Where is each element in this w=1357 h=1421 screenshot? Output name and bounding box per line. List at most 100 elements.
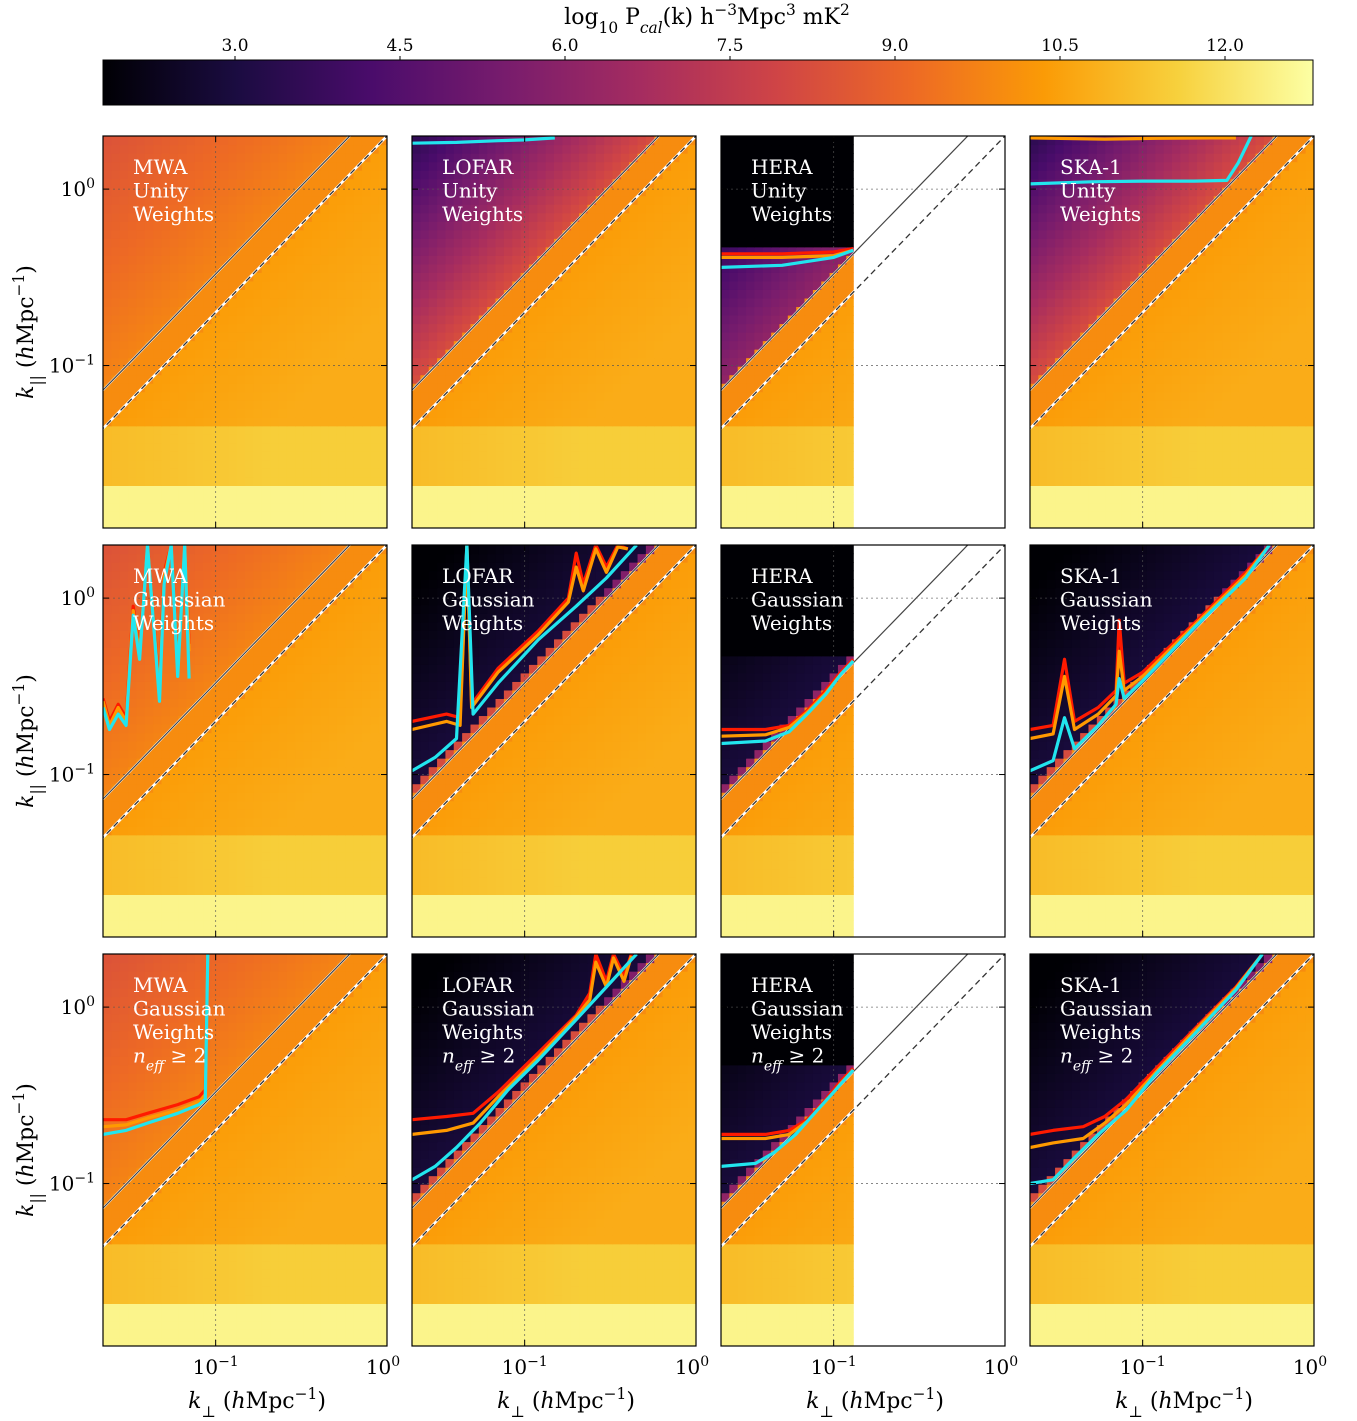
beam-line xyxy=(1030,954,1314,1248)
panel-frame xyxy=(102,544,388,938)
x-tick-label: 10−1 xyxy=(811,1354,857,1379)
panel-frame xyxy=(411,544,697,938)
sensitivity-line-orange xyxy=(412,545,629,732)
beam-line xyxy=(721,545,1005,839)
sensitivity-line-cyan xyxy=(103,545,191,732)
beam-line xyxy=(1030,136,1314,430)
x-axis-label: k⊥ (hMpc−1) xyxy=(1115,1385,1253,1421)
colorbar: 3.0 4.5 6.0 7.5 9.0 10.5 12.0 log10 Pcal(k) h−3… xyxy=(102,1,1314,106)
panel-label-line: Gaussian xyxy=(133,997,226,1021)
panel-label-line: SKA-1 xyxy=(1060,564,1122,588)
panel-frame xyxy=(411,953,697,1347)
x-tick-label: 100 xyxy=(984,1354,1018,1379)
panel-frame xyxy=(102,135,388,529)
y-axis-label: k|| (hMpc−1) xyxy=(10,1083,46,1217)
panel-label-line: Unity xyxy=(442,179,498,203)
panel-grid: MWAUnityWeightsLOFARUnityWeightsHERAUnit… xyxy=(102,135,1315,1347)
x-tick-label: 10−1 xyxy=(502,1354,548,1379)
sensitivity-line-cyan xyxy=(1030,954,1264,1186)
panel-heatmap xyxy=(412,136,696,528)
panel-label-neff: neff ≥ 2 xyxy=(1060,1044,1133,1075)
panel-label-line: Weights xyxy=(133,611,214,635)
colorbar-tick-label: 10.5 xyxy=(1041,36,1079,56)
colorbar-tick-label: 4.5 xyxy=(386,36,413,56)
panel-label-line: Gaussian xyxy=(442,997,535,1021)
beam-line xyxy=(103,136,387,430)
colorbar-tick-label: 7.5 xyxy=(716,36,743,56)
panel-label-line: Weights xyxy=(1060,1020,1141,1044)
x-axis-label: k⊥ (hMpc−1) xyxy=(806,1385,944,1421)
x-axis-label: k⊥ (hMpc−1) xyxy=(188,1385,326,1421)
sensitivity-line-red xyxy=(721,247,854,256)
panel-label-line: SKA-1 xyxy=(1060,155,1122,179)
beam-line xyxy=(1030,545,1314,839)
panel-label-line: Gaussian xyxy=(1060,997,1153,1021)
panel-frame xyxy=(411,135,697,529)
beam-line xyxy=(412,136,696,430)
sensitivity-line-red xyxy=(412,954,633,1122)
panel-label-line: SKA-1 xyxy=(1060,973,1122,997)
panel-heatmap xyxy=(721,545,1005,937)
y-tick-label: 100 xyxy=(61,585,95,610)
sensitivity-line-cyan xyxy=(103,954,210,1136)
x-axis-label: k⊥ (hMpc−1) xyxy=(497,1385,635,1421)
panel-label-line: Gaussian xyxy=(751,997,844,1021)
panel-label-line: Gaussian xyxy=(133,588,226,612)
panel-frame xyxy=(720,953,1006,1347)
horizon-line xyxy=(1030,136,1278,391)
panel-label-line: Weights xyxy=(442,1020,523,1044)
x-tick-label: 10−1 xyxy=(1120,1354,1166,1379)
sensitivity-line-orange xyxy=(412,955,633,1136)
panel-label-line: MWA xyxy=(133,155,188,179)
horizon-line xyxy=(721,545,969,800)
y-axis-label: k|| (hMpc−1) xyxy=(10,265,46,399)
y-tick-label: 100 xyxy=(61,176,95,201)
y-tick-label: 10−1 xyxy=(49,353,95,378)
panel-label-line: Gaussian xyxy=(1060,588,1153,612)
panel-label-line: HERA xyxy=(751,155,813,179)
horizon-line xyxy=(103,545,351,800)
colorbar-tick-label: 3.0 xyxy=(221,36,248,56)
panel-label-neff: neff ≥ 2 xyxy=(751,1044,824,1075)
sensitivity-line-cyan xyxy=(1030,136,1253,186)
panel-label-line: Weights xyxy=(1060,611,1141,635)
horizon-line xyxy=(721,954,969,1209)
panel-heatmap xyxy=(721,954,1005,1346)
sensitivity-line-cyan xyxy=(721,659,855,746)
colorbar-title: log10 Pcal(k) h−3Mpc3 mK2 xyxy=(564,1,850,37)
panel-heatmap xyxy=(103,136,387,528)
panel-label-line: Weights xyxy=(751,1020,832,1044)
sensitivity-line-cyan xyxy=(1030,545,1271,773)
panel-label-line: HERA xyxy=(751,564,813,588)
sensitivity-line-cyan xyxy=(412,136,555,145)
panel-label-line: Weights xyxy=(1060,202,1141,226)
panel-heatmap xyxy=(412,954,696,1346)
panel-heatmap xyxy=(1030,136,1314,528)
panel-heatmap xyxy=(103,545,387,937)
panel-frame xyxy=(102,953,388,1347)
beam-line xyxy=(721,954,1005,1248)
panel-label-line: LOFAR xyxy=(442,973,514,997)
panel-label-neff: neff ≥ 2 xyxy=(133,1044,206,1075)
horizon-line xyxy=(103,954,351,1209)
panel-label-line: MWA xyxy=(133,973,188,997)
horizon-line xyxy=(1030,954,1278,1209)
beam-line xyxy=(412,545,696,839)
panel-label-line: HERA xyxy=(751,973,813,997)
beam-line xyxy=(721,136,1005,430)
panel-frame xyxy=(1029,953,1315,1347)
panel-label-line: Unity xyxy=(1060,179,1116,203)
panel-label-line: Weights xyxy=(133,202,214,226)
panel-label-line: Weights xyxy=(442,611,523,635)
horizon-line xyxy=(103,136,351,391)
